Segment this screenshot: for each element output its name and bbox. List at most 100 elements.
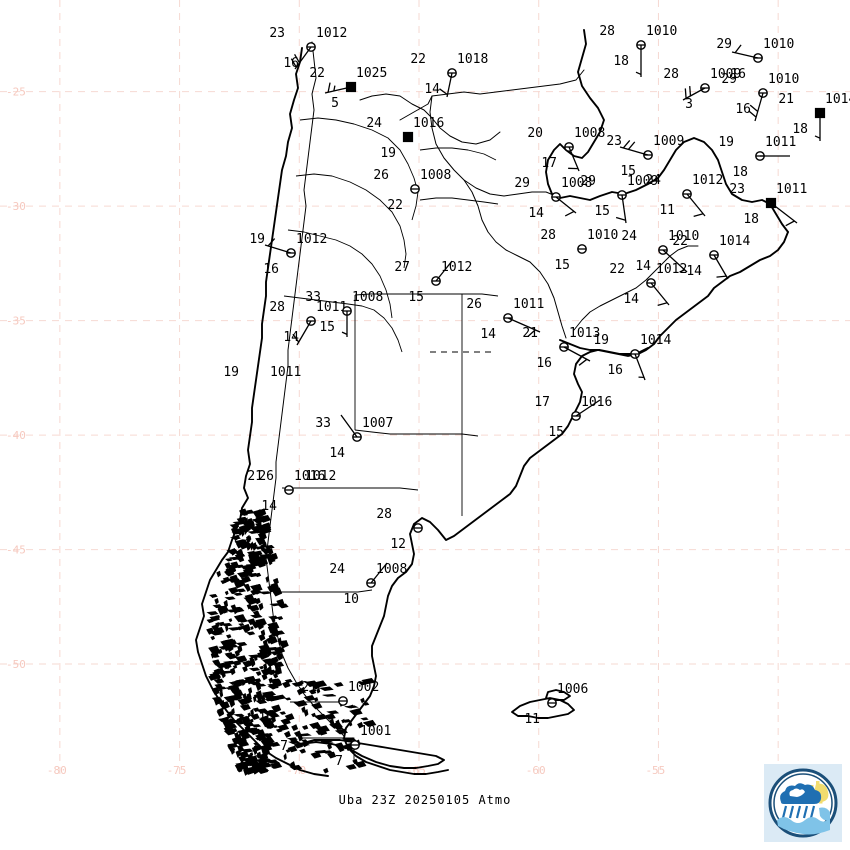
station-pressure: 1011 [776, 182, 807, 197]
station-plot[interactable]: 1001 7 [335, 724, 391, 769]
station-dewpoint: 18 [792, 122, 808, 137]
station-plot[interactable]: 23 1011 18 [729, 182, 807, 227]
station-plot[interactable]: 21 1014 18 [778, 92, 850, 141]
station-dewpoint: 16 [263, 262, 279, 277]
station-plot[interactable]: 24 1010 14 [621, 229, 699, 274]
station-plot[interactable]: 29 1010 16 [716, 37, 794, 82]
station-plot[interactable]: 19 1011 18 [718, 135, 796, 180]
station-plot[interactable]: 22 1014 14 [672, 234, 750, 280]
wind-barb-shaft [619, 146, 649, 156]
wind-barb-full [578, 358, 588, 366]
tierra-del-fuego [299, 739, 445, 769]
station-plot[interactable]: 21 1016 14 [247, 469, 325, 514]
wind-barb-shaft [324, 86, 352, 94]
station-dewpoint: 7 [280, 739, 288, 754]
station-dewpoint: 18 [613, 54, 629, 69]
wind-barb-shaft [563, 346, 591, 362]
station-dewpoint: 15 [594, 204, 610, 219]
station-temperature: 21 [247, 469, 263, 484]
weather-service-logo[interactable] [764, 764, 842, 842]
province-boundaries-10 [419, 147, 497, 161]
wind-barb-shaft [634, 353, 646, 381]
station-pressure: 1012 [692, 173, 723, 188]
station-pressure: 1018 [457, 52, 488, 67]
station-plot[interactable]: 27 1012 15 [394, 260, 472, 305]
station-plot[interactable]: 19 1011 [223, 365, 301, 380]
wind-barb-shaft [754, 92, 764, 122]
station-plot[interactable]: 28 1011 14 [269, 300, 347, 346]
station-plot[interactable]: 1006 11 [524, 682, 588, 727]
province-boundaries [299, 117, 419, 221]
map-canvas[interactable]: -25-30-35-40-45-50-80-75-70-65-60-55-50 [0, 0, 850, 790]
station-plot[interactable]: 21 1002 [301, 680, 379, 706]
wind-barb-shaft [731, 51, 759, 59]
station-temperature: 19 [249, 232, 265, 247]
station-plot[interactable]: 33 1008 15 [305, 290, 383, 337]
station-temperature: 33 [315, 416, 331, 431]
station-plot[interactable]: 26 1012 [258, 469, 336, 484]
station-plot[interactable]: 24 1016 19 [366, 116, 444, 161]
station-pressure: 1010 [768, 72, 799, 87]
geography-layer [195, 29, 789, 777]
coastline-west [195, 47, 329, 777]
station-dewpoint: 16 [607, 363, 623, 378]
border-paraguay [429, 95, 557, 197]
logo-graphic [768, 768, 838, 838]
station-temperature: 22 [672, 234, 688, 249]
wind-barb-full [785, 220, 795, 227]
station-dewpoint: 18 [743, 212, 759, 227]
border-bolivia [359, 93, 501, 145]
falkland-islands-east [545, 689, 571, 701]
station-plot[interactable]: 23 1012 16 [269, 26, 347, 71]
station-plot[interactable]: 28 12 [376, 507, 423, 552]
station-plot[interactable]: 29 1010 16 [721, 72, 799, 122]
station-plot[interactable]: 16 7 [258, 709, 288, 754]
station-plot[interactable]: 23 1009 15 [606, 134, 684, 179]
lat-tick-label: -50 [6, 658, 26, 671]
station-plot[interactable]: 19 1012 16 [249, 232, 327, 277]
station-plot[interactable]: 24 1008 10 [329, 562, 407, 607]
station-pressure: 1014 [719, 234, 750, 249]
station-plot[interactable]: 24 1012 11 [645, 173, 723, 218]
station-plot[interactable]: 22 1018 14 [410, 52, 488, 98]
station-temperature: 24 [366, 116, 382, 131]
station-dewpoint: 14 [283, 330, 299, 345]
station-plot[interactable]: 28 1010 15 [540, 228, 618, 273]
station-plot[interactable]: 26 1011 14 [466, 297, 544, 342]
station-temperature: 26 [258, 469, 274, 484]
station-pressure: 1008 [420, 168, 451, 183]
station-plot[interactable]: 20 1008 17 [527, 126, 605, 172]
station-plot[interactable]: 22 1025 5 [309, 66, 387, 111]
lat-tick-label: -35 [6, 315, 26, 328]
station-plot[interactable]: 21 1013 16 [522, 326, 600, 371]
station-temperature: 19 [718, 135, 734, 150]
wind-barb-shaft [340, 414, 358, 438]
station-dewpoint: 19 [380, 146, 396, 161]
station-plot[interactable]: 28 1010 18 [599, 24, 677, 77]
station-plot[interactable]: 28 1009 3 [663, 67, 741, 112]
station-temperature: 24 [645, 173, 661, 188]
lat-tick-label: -45 [6, 544, 26, 557]
station-temperature: 29 [716, 37, 732, 52]
station-temperature: 20 [527, 126, 543, 141]
station-plot[interactable]: 29 1009 15 [580, 174, 658, 224]
station-plot[interactable]: 29 1008 14 [514, 176, 592, 221]
station-temperature: 28 [376, 507, 392, 522]
wind-barb-full [564, 210, 575, 217]
border-argentina-paraguay [463, 179, 567, 339]
wind-barb-shaft [296, 320, 312, 346]
station-dewpoint: 16 [283, 56, 299, 71]
station-temperature: 23 [729, 182, 745, 197]
station-plot[interactable]: 22 1012 14 [609, 262, 687, 307]
border-uruguay [573, 245, 699, 331]
wind-barb-full [327, 82, 331, 93]
station-plot[interactable]: 33 1007 14 [315, 414, 393, 461]
station-plot[interactable]: 19 1014 16 [593, 333, 671, 381]
lon-tick-label: -75 [167, 764, 187, 777]
station-plot[interactable]: 26 1008 22 [373, 168, 451, 213]
wind-barb-full [748, 110, 757, 118]
wind-barb-full [527, 329, 536, 338]
